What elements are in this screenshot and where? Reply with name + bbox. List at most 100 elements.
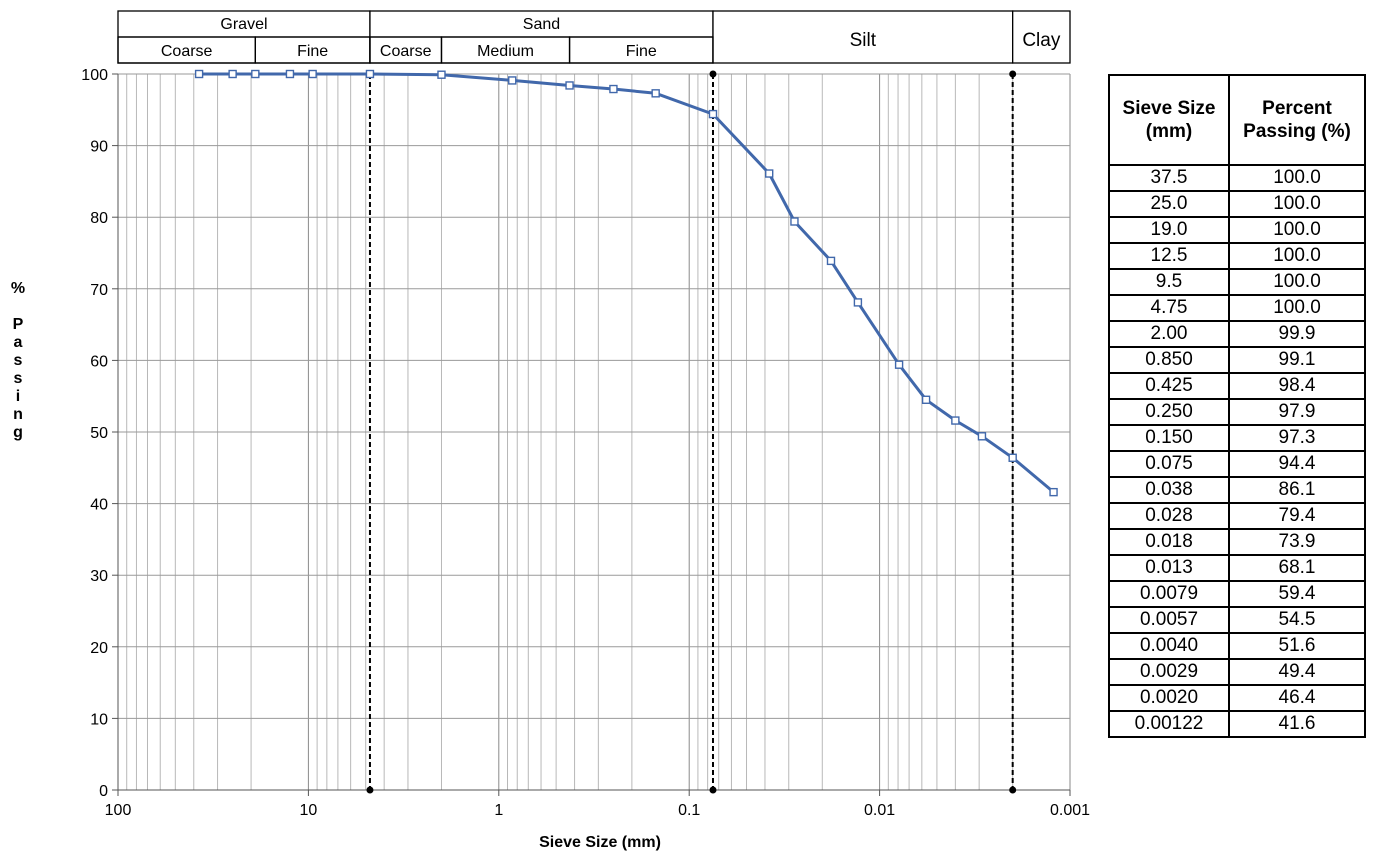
data-point	[285, 69, 295, 79]
sieve-size-cell: 0.425	[1108, 372, 1230, 400]
percent-passing-cell: 100.0	[1228, 268, 1366, 296]
percent-passing-cell: 94.4	[1228, 450, 1366, 478]
table-row: 0.013 68.1	[1108, 554, 1366, 582]
percent-passing-cell: 59.4	[1228, 580, 1366, 608]
table-row: 19.0 100.0	[1108, 216, 1366, 244]
y-tick-label: 100	[81, 67, 108, 84]
sieve-size-cell: 0.028	[1108, 502, 1230, 530]
sieve-size-cell: 0.0029	[1108, 658, 1230, 686]
percent-passing-cell: 41.6	[1228, 710, 1366, 738]
sieve-size-cell: 37.5	[1108, 164, 1230, 192]
table-row: 0.0040 51.6	[1108, 632, 1366, 660]
data-point	[565, 81, 574, 90]
y-tick-label: 20	[90, 640, 108, 657]
sieve-size-header: Sieve Size (mm)	[1108, 74, 1230, 166]
table-row: 4.75 100.0	[1108, 294, 1366, 322]
gradation-chart: 0 10 20 30 40 50 60 70 80 90 100 100 10 1 0.1 0.01 0.001…	[81, 10, 1090, 851]
y-tick-label: 80	[90, 210, 108, 227]
y-tick-label: 10	[90, 711, 108, 728]
class-label-sub: Medium	[477, 43, 534, 60]
y-axis-label-letter: a	[13, 334, 23, 351]
sieve-size-cell: 4.75	[1108, 294, 1230, 322]
boundary-dot	[709, 786, 717, 794]
table-row: 0.075 94.4	[1108, 450, 1366, 478]
class-box-sub	[568, 36, 714, 64]
table-row: 0.018 73.9	[1108, 528, 1366, 556]
percent-passing-cell: 79.4	[1228, 502, 1366, 530]
class-box-top	[712, 10, 1014, 64]
percent-passing-cell: 99.9	[1228, 320, 1366, 348]
percent-passing-cell: 100.0	[1228, 294, 1366, 322]
data-point	[951, 416, 960, 425]
class-label-sub: Coarse	[161, 43, 213, 60]
table-row: 2.00 99.9	[1108, 320, 1366, 348]
percent-passing-cell: 97.3	[1228, 424, 1366, 452]
percent-passing-cell: 51.6	[1228, 632, 1366, 660]
percent-passing-cell: 100.0	[1228, 216, 1366, 244]
percent-passing-cell: 73.9	[1228, 528, 1366, 556]
table-row: 0.150 97.3	[1108, 424, 1366, 452]
data-point	[194, 69, 204, 79]
table-row: 12.5 100.0	[1108, 242, 1366, 270]
data-point	[508, 76, 517, 85]
x-tick-label: 0.001	[1050, 802, 1090, 819]
x-tick-label: 100	[105, 802, 132, 819]
percent-passing-cell: 86.1	[1228, 476, 1366, 504]
y-axis-label-letter: P	[12, 316, 24, 333]
data-point	[853, 298, 863, 307]
percent-passing-cell: 100.0	[1228, 190, 1366, 218]
data-point	[251, 69, 260, 79]
data-point	[977, 432, 987, 441]
class-label-top: Sand	[523, 16, 560, 33]
sieve-size-cell: 2.00	[1108, 320, 1230, 348]
y-tick-label: 40	[90, 497, 108, 514]
gradation-curve	[199, 72, 1055, 494]
sieve-size-cell: 0.00122	[1108, 710, 1230, 738]
class-label-sub: Fine	[626, 43, 657, 60]
x-tick-label: 1	[494, 802, 503, 819]
percent-passing-cell: 54.5	[1228, 606, 1366, 634]
y-axis-label-letter: n	[13, 406, 23, 423]
table-row: 9.5 100.0	[1108, 268, 1366, 296]
class-box-top	[1012, 10, 1071, 64]
data-point	[765, 169, 774, 178]
data-point	[708, 109, 718, 119]
percent-passing-cell: 46.4	[1228, 684, 1366, 712]
data-point	[609, 84, 618, 94]
percent-passing-cell: 49.4	[1228, 658, 1366, 686]
percent-passing-cell: 100.0	[1228, 164, 1366, 192]
percent-passing-cell: 68.1	[1228, 554, 1366, 582]
class-label-top: Silt	[850, 30, 877, 51]
boundary-dot	[1009, 786, 1017, 794]
sieve-size-cell: 0.075	[1108, 450, 1230, 478]
table-row: 0.850 99.1	[1108, 346, 1366, 374]
y-tick-label: 0	[99, 783, 108, 800]
y-axis-label-letter: %	[10, 280, 26, 297]
class-label-sub: Coarse	[380, 43, 432, 60]
boundary-dot	[709, 70, 717, 78]
table-row: 25.0 100.0	[1108, 190, 1366, 218]
y-tick-label: 30	[90, 568, 108, 585]
y-axis-label-letter: s	[13, 352, 23, 369]
grid-lines	[117, 73, 1071, 791]
sieve-size-cell: 0.850	[1108, 346, 1230, 374]
class-label-sub: Fine	[297, 43, 328, 60]
sieve-size-cell: 0.013	[1108, 554, 1230, 582]
table-row: 0.250 97.9	[1108, 398, 1366, 426]
table-row: 0.425 98.4	[1108, 372, 1366, 400]
y-axis-label-letter: i	[15, 388, 21, 405]
percent-passing-cell: 99.1	[1228, 346, 1366, 374]
percent-passing-cell: 97.9	[1228, 398, 1366, 426]
table-row: 0.0020 46.4	[1108, 684, 1366, 712]
sieve-table: Sieve Size (mm) Percent Passing (%) 37.5…	[1108, 74, 1366, 738]
table-row: 0.0029 49.4	[1108, 658, 1366, 686]
class-label-top: Clay	[1022, 30, 1061, 51]
sieve-size-cell: 0.018	[1108, 528, 1230, 556]
sieve-size-cell: 25.0	[1108, 190, 1230, 218]
percent-passing-header: Percent Passing (%)	[1228, 74, 1366, 166]
x-tick-label: 10	[300, 802, 318, 819]
data-point	[921, 395, 931, 404]
data-point	[308, 69, 317, 79]
y-axis-label-letter	[0, 298, 36, 316]
